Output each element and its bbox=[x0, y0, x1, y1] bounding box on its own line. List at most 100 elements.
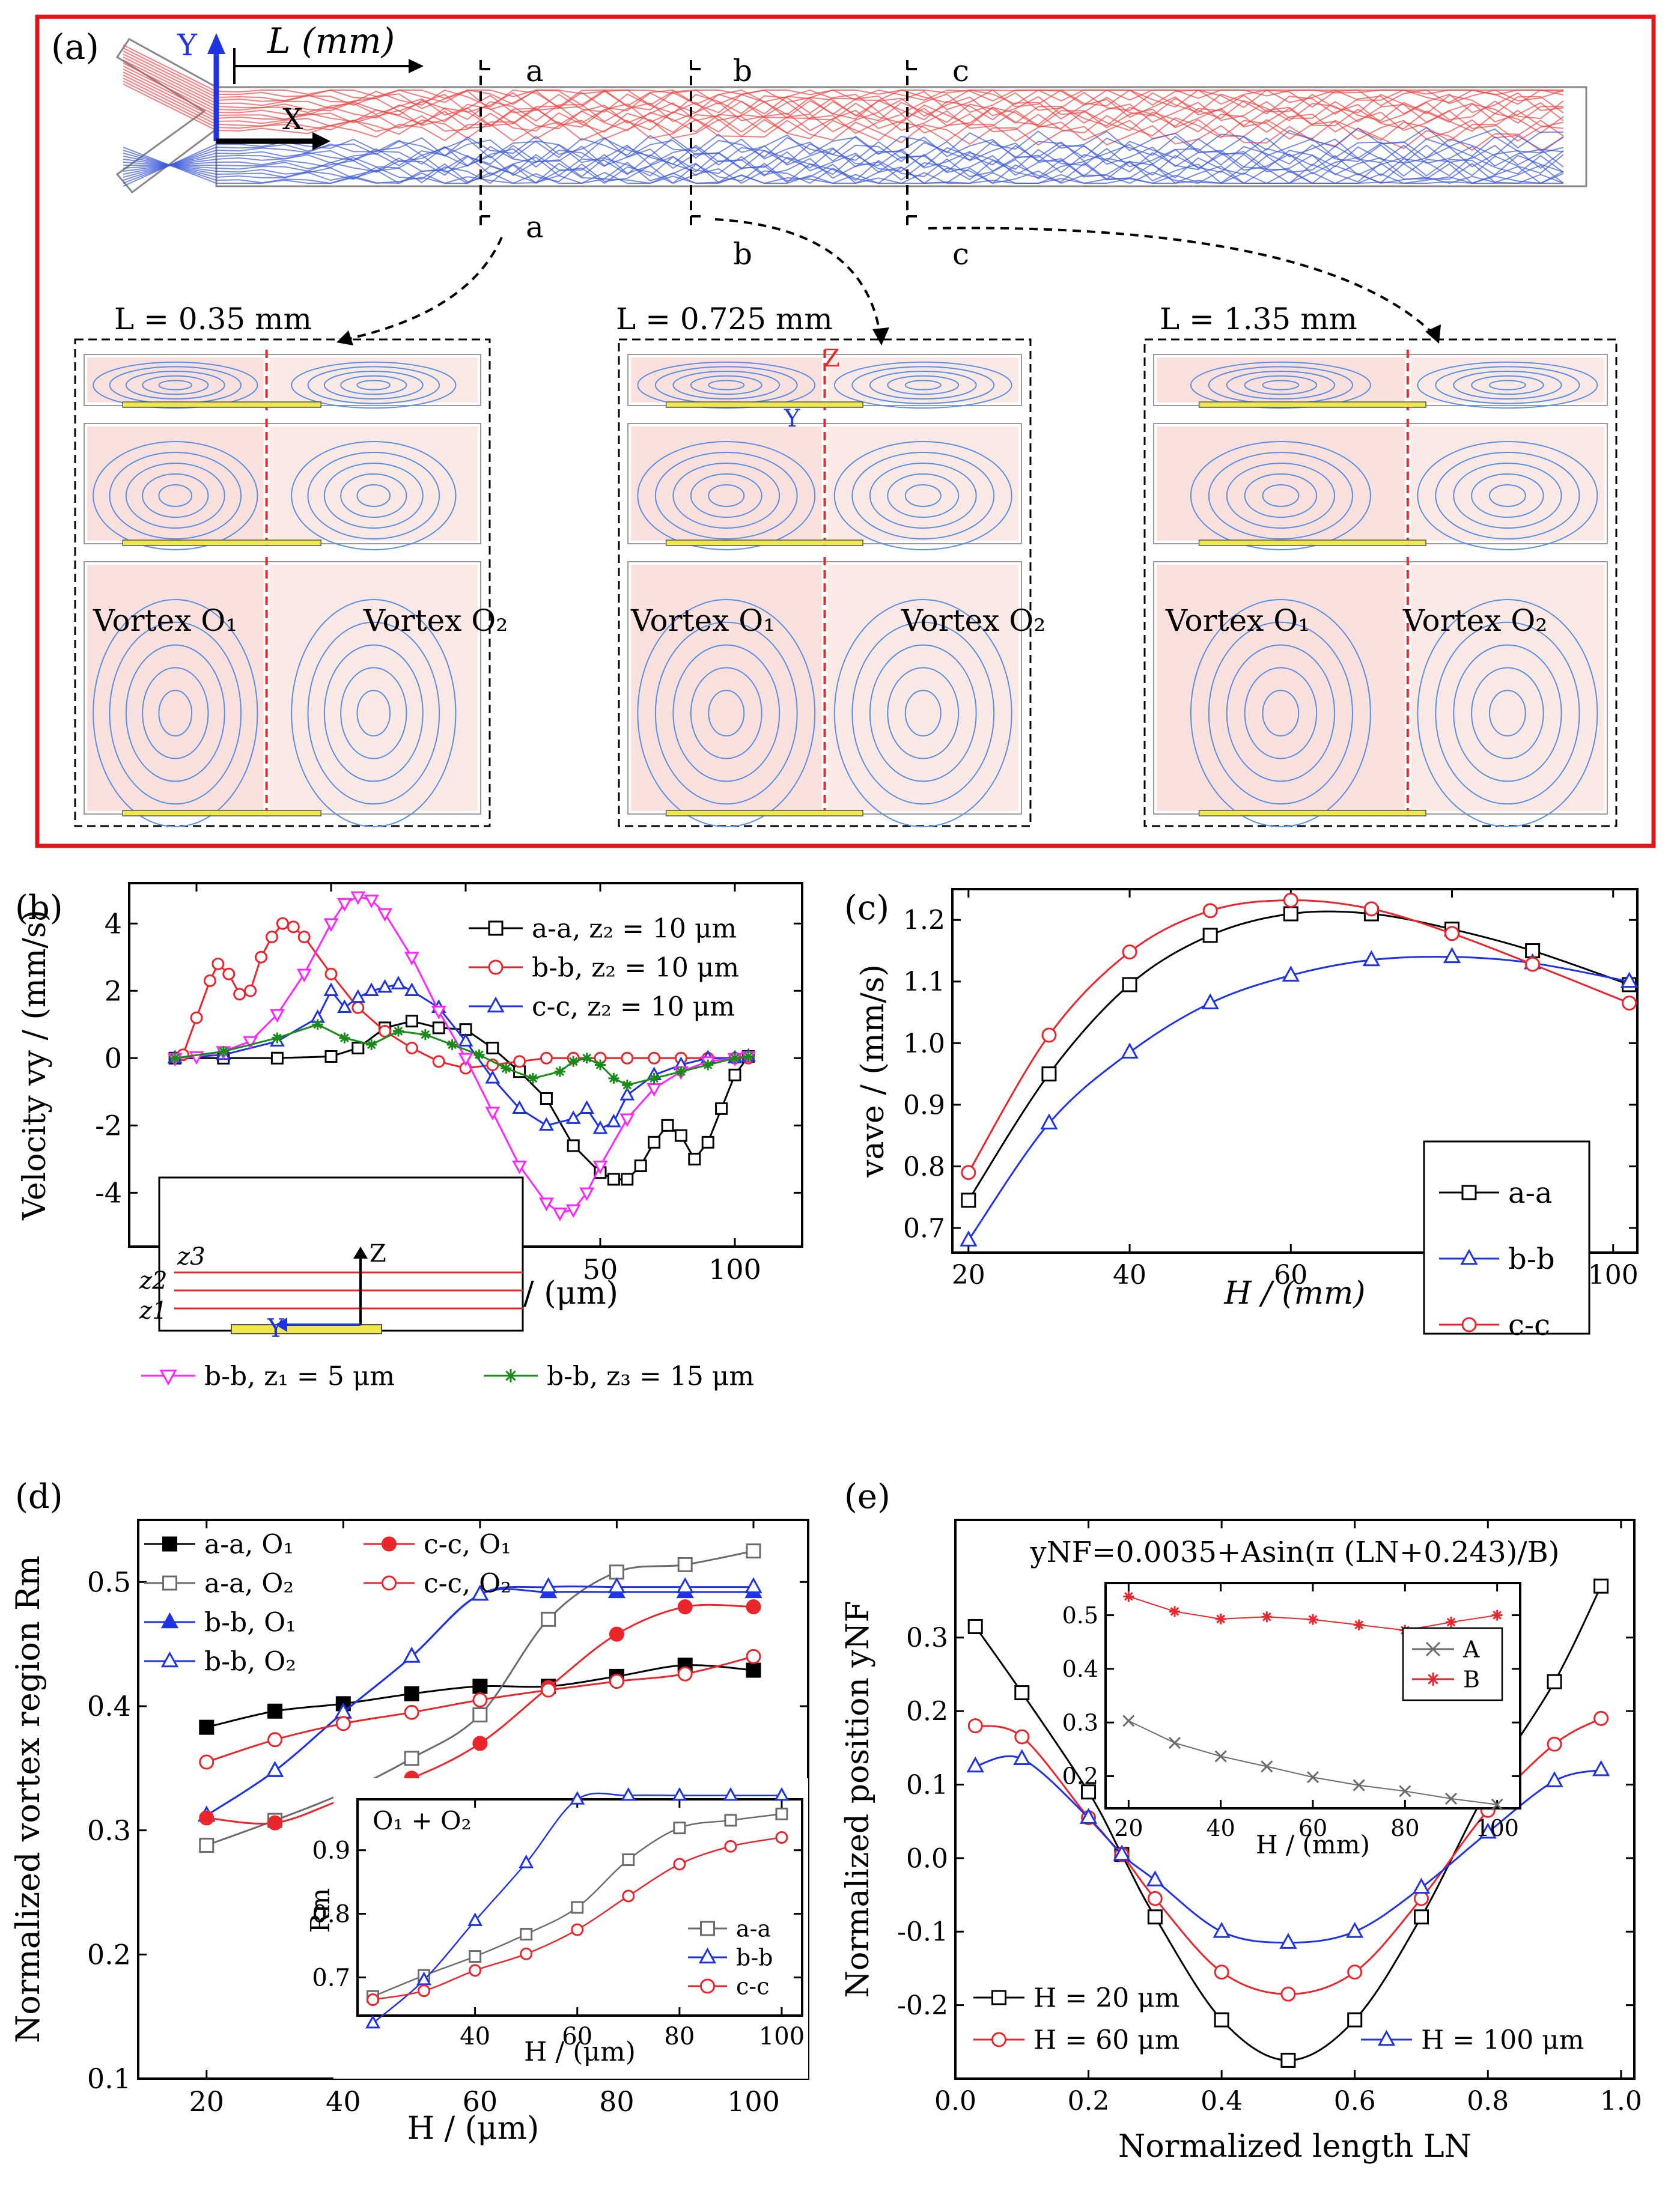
e-ytick: 0.1 bbox=[906, 1770, 948, 1801]
b-series-0-legend-marker bbox=[488, 920, 504, 936]
c-series-0-legend-label: a-a bbox=[1508, 1176, 1552, 1210]
b-series-3-legend-label: b-b, z₁ = 5 μm bbox=[204, 1361, 395, 1391]
vortex-o1-label-a: Vortex O₁ bbox=[93, 603, 237, 638]
vortex-o2-label-a: Vortex O₂ bbox=[363, 603, 508, 638]
c-ylabel: vave / (mm/s) bbox=[855, 964, 891, 1178]
d-inset-series-2-legend-marker bbox=[700, 1978, 715, 1994]
panel-a: (a) Y X L (mm) a a b b c c bbox=[35, 14, 1656, 848]
e-inset-series-0-point bbox=[1261, 1760, 1273, 1773]
e-xtick: 0.8 bbox=[1467, 2086, 1509, 2117]
b-series-0-point bbox=[607, 1173, 620, 1186]
d-series-4-point bbox=[609, 1626, 624, 1642]
b-series-4-point bbox=[393, 1026, 404, 1037]
d-inset-series-1-point bbox=[723, 1787, 738, 1801]
d-inset-series-0-point bbox=[622, 1853, 635, 1867]
d-ytick: 0.3 bbox=[87, 1814, 131, 1847]
inset-axis-y: Y bbox=[784, 405, 800, 433]
b-series-2-point bbox=[512, 1100, 528, 1114]
e-inset-ytick: 0.3 bbox=[1062, 1709, 1098, 1736]
e-ytick: -0.1 bbox=[897, 1917, 948, 1948]
e-series-0-point bbox=[1214, 2012, 1229, 2028]
e-series-2-point bbox=[1346, 1921, 1364, 1938]
d-inset-series-0-point bbox=[724, 1814, 737, 1827]
d-ytick: 0.2 bbox=[87, 1938, 131, 1971]
d-inset-series-1-point bbox=[672, 1787, 687, 1801]
d-inset-series-1-point bbox=[365, 2014, 380, 2029]
c-series-2-point bbox=[1122, 944, 1137, 960]
b-series-4-point bbox=[675, 1066, 687, 1077]
b-series-0-point bbox=[688, 1152, 701, 1165]
e-series-0-point bbox=[967, 1618, 983, 1634]
c-ytick: 1.1 bbox=[903, 967, 945, 997]
d-series-4-point bbox=[472, 1736, 488, 1751]
b-series-4-point bbox=[169, 1053, 181, 1064]
b-series-1-point bbox=[513, 1055, 526, 1068]
d-ylabel: Normalized vortex region Rm bbox=[9, 1555, 47, 2043]
e-series-2-point bbox=[1412, 1877, 1431, 1894]
e-inset-xlabel: H / (mm) bbox=[1256, 1830, 1370, 1859]
e-xlabel: Normalized length LN bbox=[1118, 2129, 1472, 2165]
b-series-4-point bbox=[446, 1039, 458, 1050]
b-series-0-point bbox=[715, 1102, 728, 1115]
length-label: L (mm) bbox=[267, 20, 395, 61]
d-xtick: 20 bbox=[189, 2085, 225, 2118]
d-series-1-point bbox=[746, 1543, 761, 1559]
d-ytick: 0.4 bbox=[87, 1690, 131, 1722]
e-inset-series-0-point bbox=[1444, 1792, 1458, 1805]
e-series-0-point bbox=[1593, 1578, 1609, 1594]
d-inset-series-2-point bbox=[469, 1964, 482, 1977]
d-series-0-legend-marker bbox=[162, 1536, 177, 1552]
b-series-4-point bbox=[366, 1039, 377, 1050]
e-inset-xtick: 20 bbox=[1114, 1815, 1143, 1841]
e-inset-series-1-point bbox=[1491, 1609, 1503, 1621]
b-series-1-point bbox=[255, 950, 268, 964]
d-inset-series-2-point bbox=[571, 1923, 584, 1936]
d-series-3-point bbox=[744, 1577, 762, 1593]
b-series-3-point bbox=[323, 918, 339, 932]
b-series-3-point bbox=[269, 1009, 285, 1023]
d-xtick: 100 bbox=[727, 2085, 780, 2118]
d-inset-series-1-legend-marker bbox=[698, 1947, 717, 1964]
c-ytick: 0.9 bbox=[903, 1090, 945, 1120]
b-series-4-point bbox=[339, 1032, 350, 1044]
d-inset-ylabel: Rm bbox=[305, 1888, 336, 1933]
b-series-3-point bbox=[647, 1083, 662, 1097]
e-inset-series-0-point bbox=[1168, 1737, 1181, 1749]
b-xtick: 50 bbox=[583, 1253, 618, 1286]
b-series-2-point bbox=[364, 982, 379, 996]
d-inset-series-1-point bbox=[621, 1787, 636, 1801]
d-series-4-point bbox=[199, 1810, 215, 1826]
b-series-0-point bbox=[621, 1173, 634, 1186]
d-inset-series-2-point bbox=[724, 1840, 737, 1853]
e-inset-ytick: 0.2 bbox=[1062, 1763, 1098, 1790]
e-inset-series-1-point bbox=[1446, 1617, 1456, 1628]
c-series-0-point bbox=[1122, 977, 1137, 992]
d-inset-series-1-legend-label: b-b bbox=[736, 1944, 773, 1971]
c-series-1-legend-label: b-b bbox=[1508, 1242, 1555, 1276]
e-series-1-point bbox=[1147, 1891, 1163, 1906]
c-series-2-point bbox=[1525, 956, 1541, 972]
e-xtick: 0.4 bbox=[1201, 2086, 1243, 2117]
c-plot-frame bbox=[951, 888, 1639, 1254]
b-series-2-point bbox=[619, 1087, 635, 1101]
b-series-4-point bbox=[312, 1019, 323, 1030]
section-b-bottom: b bbox=[733, 237, 752, 272]
e-inset-series-1-legend-marker bbox=[1426, 1673, 1440, 1686]
b-series-2-point bbox=[458, 1033, 473, 1047]
d-series-0-legend-label: a-a, O₁ bbox=[204, 1529, 294, 1560]
b-series-1-point bbox=[540, 1051, 553, 1065]
panel-b: (b)-100-50050100-4-2024Y coordinate / (μ… bbox=[15, 882, 803, 1391]
d-inset-ytick: 0.7 bbox=[312, 1964, 350, 1992]
b-series-2-point bbox=[391, 976, 406, 989]
b-series-2-point bbox=[377, 979, 393, 993]
d-series-5-point bbox=[267, 1732, 283, 1748]
section-a-top: a bbox=[526, 53, 544, 88]
d-inset-series-0-legend-label: a-a bbox=[736, 1915, 771, 1942]
panel-e-label: (e) bbox=[844, 1477, 890, 1516]
c-series-0-point bbox=[961, 1193, 976, 1208]
b-series-2-legend-marker bbox=[487, 996, 505, 1013]
c-series-2-legend-label: c-c bbox=[1508, 1308, 1550, 1342]
panel-a-frame bbox=[35, 14, 1656, 848]
e-series-0-legend-marker bbox=[991, 1990, 1006, 2005]
